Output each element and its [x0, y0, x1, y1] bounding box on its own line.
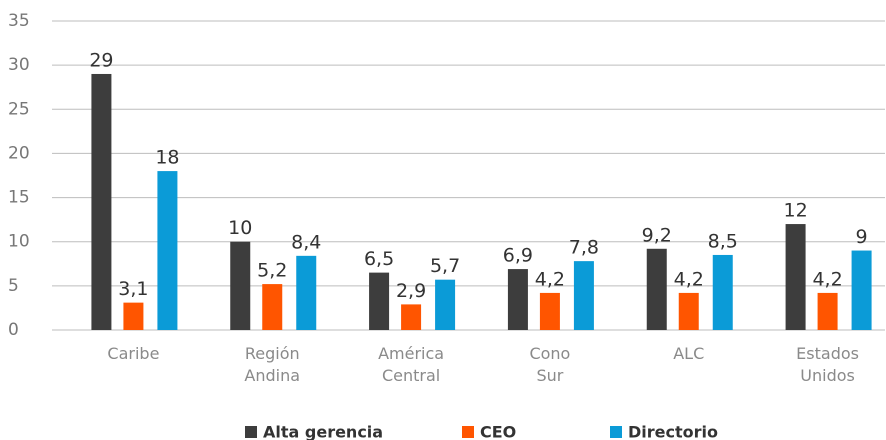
value-label: 18 [155, 147, 179, 169]
bar [678, 292, 699, 330]
bar [712, 254, 733, 330]
value-label: 4,2 [674, 268, 704, 290]
value-label: 12 [783, 200, 807, 222]
bar [507, 269, 528, 330]
bar [91, 73, 112, 330]
x-tick-label: Estados Unidos [796, 344, 859, 385]
x-tick-label: Cono Sur [529, 344, 571, 385]
y-tick-label: 25 [8, 99, 30, 119]
y-tick-label: 0 [8, 320, 19, 340]
bar [435, 279, 456, 330]
x-tick-label: Región Andina [244, 344, 301, 385]
legend-swatch [610, 426, 622, 438]
value-label: 6,9 [503, 245, 533, 267]
y-tick-label: 15 [8, 188, 30, 208]
y-tick-label: 30 [8, 55, 30, 75]
value-label: 3,1 [118, 278, 148, 300]
legend-label: CEO [480, 423, 516, 440]
bar [230, 241, 251, 330]
value-label: 29 [89, 49, 113, 71]
value-label: 2,9 [396, 280, 426, 302]
value-label: 7,8 [569, 237, 599, 259]
y-tick-label: 20 [8, 143, 30, 163]
value-label: 4,2 [535, 268, 565, 290]
x-tick-label: América Central [378, 344, 445, 385]
bar [539, 292, 560, 330]
bar [817, 292, 838, 330]
legend-label: Alta gerencia [263, 423, 383, 440]
x-tick-label: ALC [673, 344, 705, 363]
y-tick-label: 5 [8, 276, 19, 296]
value-label: 10 [228, 217, 252, 239]
value-label: 9 [856, 226, 868, 248]
bar [369, 272, 390, 330]
value-label: 8,5 [708, 230, 738, 252]
bar [123, 302, 144, 330]
legend-swatch [245, 426, 257, 438]
bar [296, 255, 317, 330]
bar [785, 224, 806, 330]
value-label: 5,2 [257, 260, 287, 282]
bar [157, 171, 178, 330]
value-label: 9,2 [642, 224, 672, 246]
value-label: 6,5 [364, 248, 394, 270]
value-label: 5,7 [430, 255, 460, 277]
x-tick-label: Caribe [107, 344, 160, 363]
value-label: 8,4 [291, 231, 321, 253]
bar [646, 248, 667, 330]
legend-swatch [462, 426, 474, 438]
bar [262, 284, 283, 330]
legend-label: Directorio [628, 423, 718, 440]
bar [573, 261, 594, 330]
value-label: 4,2 [812, 268, 842, 290]
y-tick-label: 10 [8, 232, 30, 252]
bar [401, 304, 422, 330]
bar [851, 250, 872, 330]
y-tick-label: 35 [8, 11, 30, 31]
